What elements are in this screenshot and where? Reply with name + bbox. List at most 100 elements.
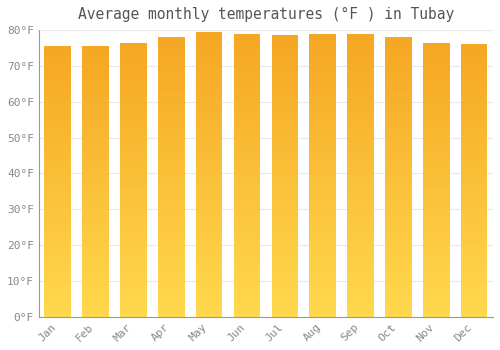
Bar [120,66,146,70]
Bar [120,252,146,255]
Bar [272,109,298,113]
Bar [348,147,374,150]
Bar [82,276,109,280]
Bar [348,115,374,119]
Bar [44,188,71,192]
Bar [348,112,374,115]
Bar [44,107,71,111]
Bar [120,241,146,245]
Bar [234,168,260,172]
Bar [461,218,487,222]
Bar [196,285,222,288]
Bar [348,260,374,264]
Bar [385,149,411,153]
Bar [423,245,450,248]
Bar [44,229,71,232]
Bar [423,56,450,60]
Bar [272,253,298,257]
Bar [272,246,298,250]
Bar [310,129,336,133]
Bar [348,274,374,278]
Bar [461,96,487,99]
Bar [44,73,71,77]
Bar [348,239,374,243]
Bar [120,121,146,125]
Bar [461,72,487,75]
Bar [310,65,336,69]
Bar [120,176,146,180]
Bar [120,180,146,183]
Bar [272,215,298,218]
Bar [385,306,411,310]
Bar [196,185,222,189]
Bar [348,225,374,228]
Bar [234,278,260,281]
Bar [272,42,298,46]
Bar [44,134,71,138]
Bar [385,121,411,125]
Bar [158,257,184,261]
Bar [385,250,411,254]
Bar [310,41,336,44]
Bar [423,87,450,91]
Bar [348,214,374,218]
Bar [385,289,411,292]
Bar [196,153,222,156]
Bar [348,175,374,179]
Bar [158,135,184,139]
Bar [44,232,71,236]
Bar [196,295,222,299]
Bar [158,261,184,264]
Bar [44,121,71,124]
Bar [44,182,71,185]
Bar [461,300,487,303]
Bar [158,149,184,153]
Bar [348,246,374,250]
Bar [44,290,71,293]
Bar [196,231,222,235]
Bar [82,70,109,73]
Bar [348,44,374,48]
Bar [82,192,109,195]
Bar [461,286,487,289]
Bar [272,243,298,246]
Bar [423,94,450,97]
Bar [44,243,71,246]
Bar [158,69,184,72]
Bar [423,176,450,180]
Bar [423,166,450,169]
Bar [44,205,71,209]
Bar [310,278,336,281]
Bar [461,204,487,208]
Bar [120,53,146,56]
Bar [348,97,374,101]
Bar [385,170,411,174]
Bar [310,193,336,196]
Bar [385,209,411,212]
Bar [348,154,374,158]
Bar [196,220,222,224]
Bar [272,127,298,131]
Bar [348,94,374,97]
Bar [423,252,450,255]
Bar [44,198,71,202]
Bar [158,163,184,167]
Bar [82,270,109,273]
Bar [348,51,374,55]
Bar [385,44,411,48]
Bar [461,208,487,211]
Bar [385,223,411,226]
Bar [196,135,222,139]
Bar [44,307,71,310]
Bar [120,248,146,252]
Bar [385,65,411,69]
Bar [196,50,222,53]
Bar [234,196,260,200]
Bar [120,132,146,135]
Bar [272,120,298,123]
Bar [120,289,146,293]
Bar [385,132,411,135]
Bar [120,245,146,248]
Bar [82,111,109,114]
Bar [196,89,222,92]
